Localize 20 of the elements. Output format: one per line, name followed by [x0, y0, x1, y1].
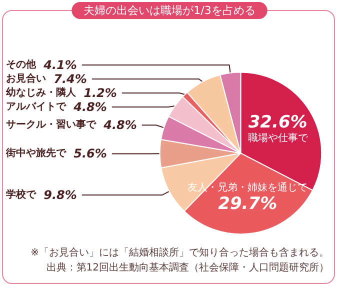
chart-title: 夫婦の出会いは職場が1/3を占める [84, 4, 256, 17]
slice-label: 街中や旅先で [5, 147, 67, 160]
source-note: 出典：第12回出生動向基本調査（社会保障・人口問題研究所） [46, 262, 329, 274]
data-label: 9.8% [44, 188, 77, 202]
data-label: 1.2% [84, 86, 117, 100]
slice-label: 学校で [6, 188, 37, 201]
slice-label: サークル・習い事で [6, 118, 97, 131]
data-label: 7.4% [54, 72, 87, 86]
text: ※「お見合い」には「結婚相談所」で知り合った場合も含まれる。 [30, 246, 329, 258]
data-label: 32.6% [248, 112, 308, 133]
data-label: 4.8% [102, 118, 137, 132]
slice-label: お見合い [6, 72, 46, 84]
slice-label: アルバイトで [6, 101, 67, 112]
data-label: 4.1% [42, 58, 77, 72]
slice-label: その他 [6, 58, 37, 70]
slice-label: 職場や仕事で [248, 132, 309, 144]
slice-label: 幼なじみ・隣人 [5, 86, 77, 98]
data-label: 29.7% [218, 194, 278, 214]
data-label: 4.8% [72, 100, 107, 114]
data-label: 5.6% [74, 146, 107, 161]
